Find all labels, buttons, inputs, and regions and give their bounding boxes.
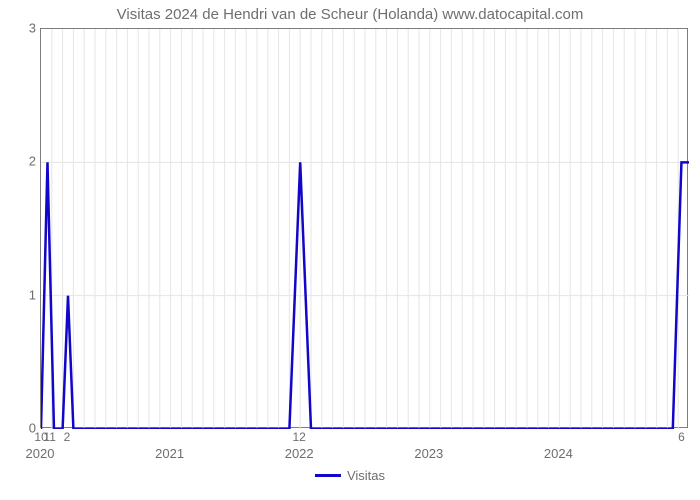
legend-swatch bbox=[315, 474, 341, 477]
value-label: 6 bbox=[678, 430, 685, 444]
x-tick-label: 2021 bbox=[155, 446, 184, 461]
y-tick-label: 3 bbox=[6, 21, 40, 36]
x-tick-label: 2020 bbox=[26, 446, 55, 461]
y-tick-label: 1 bbox=[6, 287, 40, 302]
value-label: 12 bbox=[293, 430, 306, 444]
plot-area bbox=[40, 28, 688, 428]
x-tick-label: 2024 bbox=[544, 446, 573, 461]
legend-label: Visitas bbox=[347, 468, 385, 483]
legend: Visitas bbox=[315, 468, 385, 483]
value-label: 11 bbox=[43, 430, 55, 444]
x-tick-label: 2023 bbox=[414, 446, 443, 461]
x-tick-label: 2022 bbox=[285, 446, 314, 461]
chart-title: Visitas 2024 de Hendri van de Scheur (Ho… bbox=[0, 0, 700, 23]
line-chart-svg bbox=[41, 29, 689, 429]
y-tick-label: 2 bbox=[6, 154, 40, 169]
chart-container: Visitas 2024 de Hendri van de Scheur (Ho… bbox=[0, 0, 700, 500]
value-label: 2 bbox=[64, 430, 71, 444]
